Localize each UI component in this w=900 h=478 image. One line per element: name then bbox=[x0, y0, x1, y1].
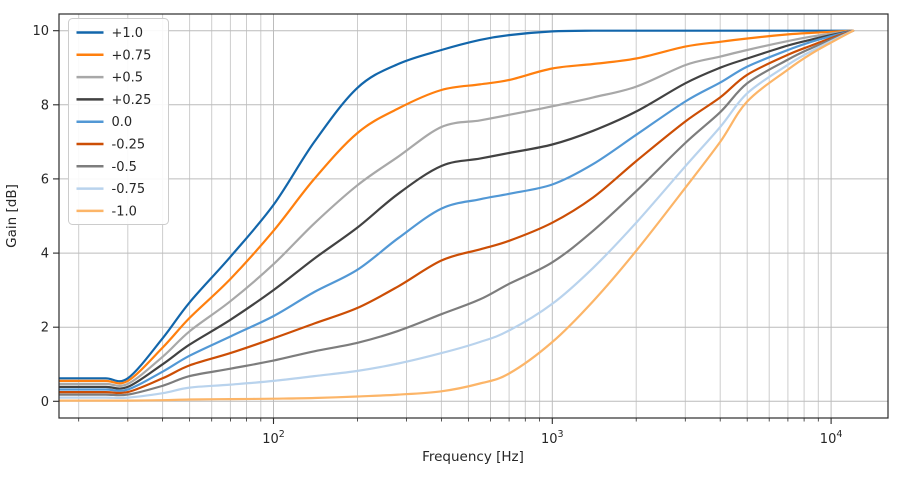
legend-entry-label: +0.5 bbox=[112, 71, 144, 86]
legend-entry-label: 0.0 bbox=[112, 115, 133, 130]
legend: +1.0 +0.75 +0.5 +0.25 0.0 -0.25 -0.5 -0.75 -1.0 bbox=[68, 18, 169, 225]
y-tick-label: 4 bbox=[41, 247, 49, 262]
curve--0.5 bbox=[59, 29, 855, 397]
grid bbox=[59, 14, 888, 418]
legend-entry-label: -1.0 bbox=[112, 204, 137, 219]
legend-entry-label: -0.25 bbox=[112, 138, 146, 153]
curve--0.75 bbox=[59, 29, 855, 400]
legend-entry-label: -0.5 bbox=[112, 160, 137, 175]
x-tick-label: 103 bbox=[541, 429, 564, 447]
y-tick-label: 6 bbox=[41, 172, 49, 187]
legend-entry-label: -0.75 bbox=[112, 182, 146, 197]
y-axis-label: Gain [dB] bbox=[4, 184, 20, 248]
curve-+0.5 bbox=[59, 29, 855, 387]
y-tick-label: 2 bbox=[41, 321, 49, 336]
y-tick-label: 0 bbox=[41, 395, 49, 410]
plot-border bbox=[58, 13, 889, 419]
curve-+0.75 bbox=[59, 29, 855, 385]
curve-+1.0 bbox=[59, 29, 855, 383]
legend-entry-label: +0.25 bbox=[112, 93, 152, 108]
curve--1.0 bbox=[59, 29, 855, 402]
y-tick-label: 10 bbox=[32, 24, 49, 39]
x-axis-label: Frequency [Hz] bbox=[422, 449, 524, 465]
legend-entry-label: +1.0 bbox=[112, 26, 144, 41]
y-tick-label: 8 bbox=[41, 98, 49, 113]
x-tick-label: 104 bbox=[820, 429, 843, 447]
x-tick-label: 102 bbox=[262, 429, 285, 447]
legend-entry-label: +0.75 bbox=[112, 48, 152, 63]
curve--0.25 bbox=[59, 29, 855, 395]
curve-+0.25 bbox=[59, 29, 855, 390]
curve-0.0 bbox=[59, 29, 855, 392]
legend-box bbox=[68, 18, 169, 225]
curves bbox=[59, 29, 855, 402]
axis-ticks: 102 103 104 0 2 4 6 8 10 bbox=[32, 24, 842, 447]
